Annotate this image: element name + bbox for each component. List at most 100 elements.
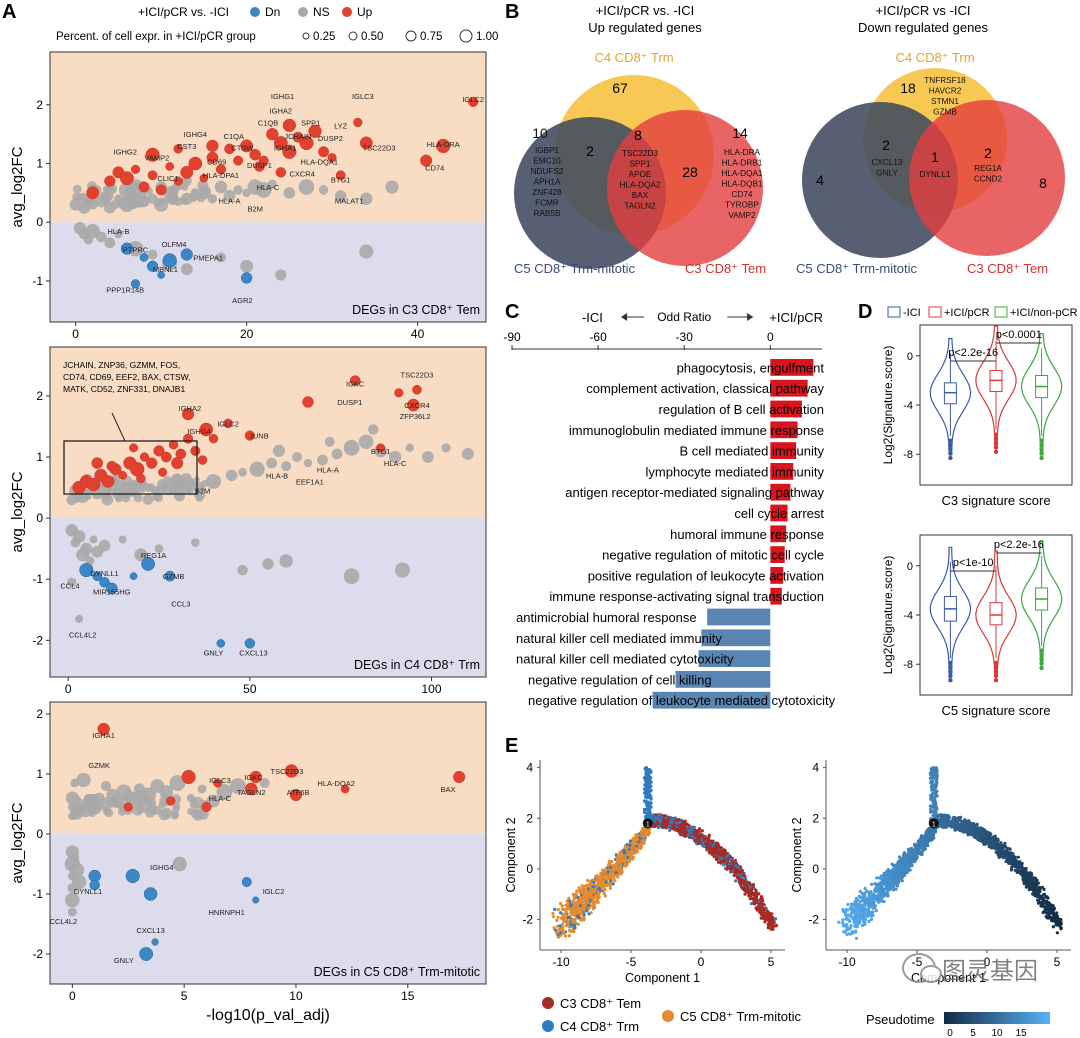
cell-point (622, 848, 626, 853)
down-point (164, 570, 176, 582)
gene-name: STMN1 (931, 97, 959, 106)
ns-point (114, 229, 123, 239)
cell-point (928, 771, 932, 775)
cell-point (1047, 916, 1051, 920)
cell-point (1031, 892, 1035, 896)
venn-down: +ICI/pCR vs -ICI Down regulated genes C4… (796, 3, 1065, 276)
up-point (468, 96, 479, 107)
cell-point (672, 826, 676, 830)
up-point (188, 156, 203, 171)
cell-point (1046, 896, 1050, 900)
venn-down-all: 1 (931, 149, 939, 165)
cell-point (893, 867, 897, 871)
pseudotime-legend: Pseudotime 0 5 10 15 (866, 1012, 1050, 1038)
down-point (241, 877, 252, 887)
up-point (420, 154, 433, 167)
category-label: negative regulation of leukocyte mediate… (528, 693, 836, 708)
venn-up-c4-c3: 28 (682, 164, 698, 180)
cell-point (934, 801, 938, 805)
gene-name: APOE (629, 170, 652, 179)
gene-label: AGR2 (232, 296, 252, 305)
cell-point (559, 911, 563, 915)
cell-point (1012, 855, 1016, 859)
x-tick-label: 0 (767, 330, 774, 344)
cell-point (982, 842, 986, 846)
cell-point (932, 788, 936, 792)
cell-point (762, 912, 766, 917)
ns-point (190, 538, 200, 547)
cell-point (598, 883, 603, 887)
y-tick-label: 1 (36, 450, 43, 464)
ns-point (147, 249, 158, 260)
cell-point (734, 864, 738, 868)
y-tick-label: 0 (36, 827, 43, 841)
cell-point (1033, 894, 1037, 898)
up-point (168, 440, 179, 450)
cell-point (601, 883, 605, 887)
cell-point (947, 815, 951, 820)
legend-c4: C4 CD8⁺ Trm (560, 1019, 639, 1034)
venn-up-c3-label: C3 CD8⁺ Tem (685, 261, 766, 276)
cell-point (1036, 898, 1040, 902)
p-value-1: p<1e-10 (953, 557, 994, 569)
cell-point (666, 818, 670, 822)
cell-point (961, 819, 965, 824)
cell-point (929, 767, 933, 771)
legend-a: +ICI/pCR vs. -ICI Dn NS Up Percent. of c… (56, 5, 498, 43)
ns-point (147, 483, 156, 492)
cell-point (1031, 877, 1035, 881)
gene-label: DYNLL1 (90, 569, 118, 578)
cell-point (863, 916, 867, 920)
cell-point (920, 849, 925, 854)
up-point (136, 473, 146, 484)
cell-point (616, 873, 620, 877)
down-point (130, 279, 141, 289)
ns-point (65, 892, 80, 908)
cell-point (711, 844, 715, 848)
cell-point (719, 857, 724, 861)
cell-point (610, 875, 614, 879)
cell-point (558, 924, 562, 928)
ns-point (259, 777, 270, 789)
gene-label: JCHAIN (284, 132, 311, 141)
ns-point (74, 493, 83, 501)
cell-point (1043, 905, 1048, 909)
gene-label: IGLC2 (217, 419, 239, 428)
cell-point (849, 902, 854, 906)
down-point (92, 571, 103, 582)
gene-label: HNRNPH1 (209, 908, 245, 917)
up-point (129, 443, 139, 453)
cell-point (869, 914, 873, 918)
ns-point (216, 252, 226, 263)
cell-point (619, 855, 623, 859)
gene-label: PTPRC (123, 246, 149, 255)
up-point (165, 162, 175, 171)
trajectory-legend: C3 CD8⁺ Tem C4 CD8⁺ Trm C5 CD8⁺ Trm-mito… (542, 996, 801, 1034)
cell-point (930, 797, 934, 802)
wechat-icon (902, 953, 942, 983)
cell-point (726, 853, 730, 857)
gene-label: DUSP1 (337, 398, 362, 407)
ns-point (142, 494, 154, 505)
gene-box (63, 440, 198, 495)
cell-point (686, 833, 690, 837)
cell-point (926, 839, 930, 843)
cell-point (700, 829, 704, 833)
cell-point (858, 917, 862, 921)
cell-point (578, 891, 583, 895)
ns-point (75, 614, 84, 623)
down-point (244, 638, 256, 649)
up-point (190, 445, 201, 456)
cell-point (701, 843, 705, 848)
cell-point (893, 878, 898, 882)
cell-point (552, 926, 556, 930)
ns-point (72, 802, 82, 812)
cell-point (972, 835, 976, 839)
cell-point (1047, 913, 1051, 917)
ns-point (292, 452, 303, 462)
cell-point (574, 894, 578, 898)
up-point (160, 451, 172, 463)
ns-point (111, 487, 123, 499)
cell-point (561, 928, 565, 932)
venn-down-title-1: +ICI/pCR vs -ICI (876, 3, 971, 18)
